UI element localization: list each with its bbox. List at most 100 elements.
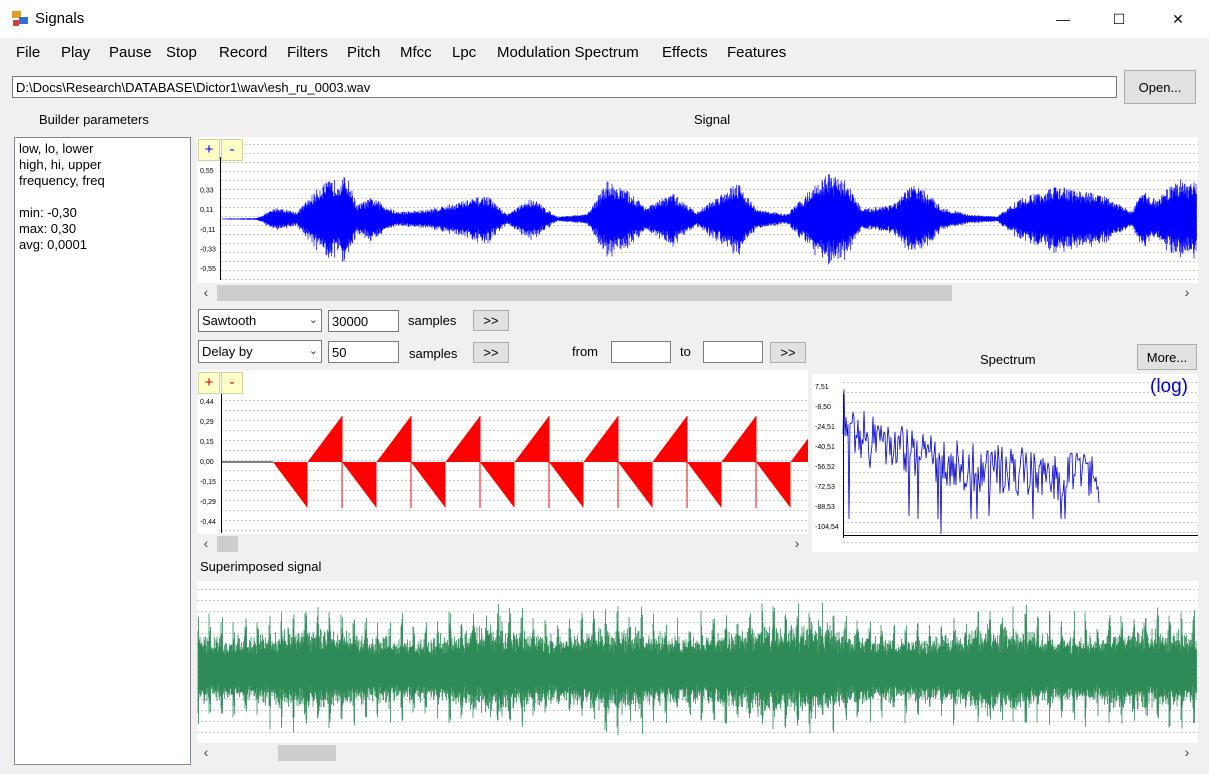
menu-filters[interactable]: Filters bbox=[287, 44, 328, 61]
y-tick-label: 0,00 bbox=[200, 459, 214, 466]
scroll-right-icon[interactable]: › bbox=[794, 535, 800, 551]
menu-file[interactable]: File bbox=[16, 44, 41, 61]
menu-features[interactable]: Features bbox=[727, 44, 787, 61]
superimposed-heading: Superimposed signal bbox=[200, 559, 322, 574]
signal-plot[interactable]: 0,55 0,33 0,11 -0,11 -0,33 -0,55 + - bbox=[197, 137, 1198, 283]
builder-heading: Builder parameters bbox=[39, 112, 149, 127]
signal-zoom-in-button[interactable]: + bbox=[198, 139, 220, 161]
scroll-left-icon[interactable]: ‹ bbox=[203, 744, 209, 760]
generated-scroll-thumb[interactable] bbox=[217, 536, 238, 552]
delay-input[interactable] bbox=[328, 341, 399, 363]
signal-scrollbar[interactable]: ‹ › bbox=[197, 283, 1198, 301]
sawtooth-negative bbox=[342, 462, 377, 508]
more-button[interactable]: More... bbox=[1137, 344, 1197, 370]
samples-input[interactable] bbox=[328, 310, 399, 332]
sawtooth-negative bbox=[480, 462, 515, 508]
menu-pitch[interactable]: Pitch bbox=[347, 44, 381, 61]
y-tick-label: 0,11 bbox=[200, 207, 213, 214]
sawtooth-positive bbox=[721, 416, 756, 462]
sawtooth-positive bbox=[652, 416, 687, 462]
y-tick-label: -0,29 bbox=[200, 499, 216, 506]
delay-apply-button[interactable]: >> bbox=[473, 342, 509, 363]
sawtooth-positive bbox=[307, 416, 342, 462]
menu-bar: File Play Pause Stop Record Filters Pitc… bbox=[0, 38, 1209, 67]
signal-waveform: 0,55 0,33 0,11 -0,11 -0,33 -0,55 bbox=[200, 144, 1198, 280]
scroll-left-icon[interactable]: ‹ bbox=[203, 284, 209, 300]
sawtooth-positive bbox=[376, 416, 411, 462]
signal-heading: Signal bbox=[694, 112, 731, 127]
generated-zoom-in-button[interactable]: + bbox=[198, 372, 220, 394]
y-tick-label: -8,50 bbox=[815, 404, 831, 411]
delay-select[interactable]: Delay by ⌄ bbox=[198, 340, 322, 363]
scroll-right-icon[interactable]: › bbox=[1184, 744, 1190, 760]
superimposed-trace bbox=[197, 602, 1197, 736]
sawtooth-positive bbox=[514, 416, 549, 462]
chevron-down-icon: ⌄ bbox=[308, 314, 318, 326]
builder-line: frequency, freq bbox=[19, 173, 105, 188]
sawtooth-negative bbox=[687, 462, 722, 508]
signal-trace bbox=[221, 174, 1197, 265]
sawtooth-negative bbox=[618, 462, 653, 508]
superimposed-waveform bbox=[197, 589, 1198, 736]
y-tick-label: -0,15 bbox=[200, 479, 216, 486]
builder-line bbox=[19, 189, 186, 205]
generated-waveform: 0,44 0,29 0,15 0,00 -0,15 -0,29 -0,44 bbox=[200, 390, 808, 533]
y-tick-label: -0,11 bbox=[200, 227, 216, 234]
sawtooth-positive bbox=[583, 416, 618, 462]
title-bar: Signals — ☐ ✕ bbox=[0, 0, 1209, 38]
y-tick-label: 0,15 bbox=[200, 439, 214, 446]
delay-samples-label: samples bbox=[409, 346, 458, 361]
menu-pause[interactable]: Pause bbox=[109, 44, 152, 61]
y-tick-label: 0,29 bbox=[200, 419, 214, 426]
menu-mfcc[interactable]: Mfcc bbox=[400, 44, 432, 61]
menu-modulation-spectrum[interactable]: Modulation Spectrum bbox=[497, 44, 639, 61]
to-label: to bbox=[680, 344, 691, 359]
y-tick-label: -56,52 bbox=[815, 464, 835, 471]
superimposed-scroll-thumb[interactable] bbox=[278, 745, 336, 761]
waveform-select[interactable]: Sawtooth ⌄ bbox=[198, 309, 322, 332]
generated-signal-plot[interactable]: 0,44 0,29 0,15 0,00 -0,15 -0,29 -0,44 + - bbox=[197, 370, 808, 534]
to-input[interactable] bbox=[703, 341, 763, 363]
log-scale-label: (log) bbox=[1150, 376, 1189, 397]
sawtooth-positive bbox=[790, 438, 808, 462]
superimposed-plot[interactable] bbox=[197, 581, 1198, 743]
y-tick-label: 7,51 bbox=[815, 384, 829, 391]
maximize-button[interactable]: ☐ bbox=[1112, 11, 1126, 27]
builder-parameters-box[interactable]: low, lo, lower high, hi, upper frequency… bbox=[14, 137, 191, 765]
y-tick-label: -72,53 bbox=[815, 484, 835, 491]
menu-lpc[interactable]: Lpc bbox=[452, 44, 477, 61]
y-tick-label: -0,44 bbox=[200, 519, 216, 526]
app-icon bbox=[12, 11, 28, 26]
from-input[interactable] bbox=[611, 341, 671, 363]
menu-play[interactable]: Play bbox=[61, 44, 91, 61]
scroll-left-icon[interactable]: ‹ bbox=[203, 535, 209, 551]
signal-zoom-out-button[interactable]: - bbox=[221, 139, 243, 161]
superimposed-scrollbar[interactable]: ‹ › bbox=[197, 743, 1198, 761]
generate-apply-button[interactable]: >> bbox=[473, 310, 509, 331]
generated-zoom-out-button[interactable]: - bbox=[221, 372, 243, 394]
open-button[interactable]: Open... bbox=[1124, 70, 1196, 104]
menu-record[interactable]: Record bbox=[219, 44, 268, 61]
minimize-button[interactable]: — bbox=[1056, 11, 1070, 27]
menu-stop[interactable]: Stop bbox=[166, 44, 197, 61]
y-tick-label: 0,55 bbox=[200, 168, 214, 175]
range-apply-button[interactable]: >> bbox=[770, 342, 806, 363]
scroll-right-icon[interactable]: › bbox=[1184, 284, 1190, 300]
file-path-input[interactable] bbox=[12, 76, 1117, 98]
y-tick-label: -104,54 bbox=[815, 524, 839, 531]
builder-line-min: min: -0,30 bbox=[19, 205, 77, 220]
builder-line-avg: avg: 0,0001 bbox=[19, 237, 87, 252]
builder-line: low, lo, lower bbox=[19, 141, 94, 156]
menu-effects[interactable]: Effects bbox=[662, 44, 708, 61]
builder-line: high, hi, upper bbox=[19, 157, 102, 172]
waveform-select-value: Sawtooth bbox=[202, 313, 257, 328]
close-button[interactable]: ✕ bbox=[1172, 11, 1184, 27]
y-tick-label: 0,33 bbox=[200, 188, 214, 195]
generated-scrollbar[interactable]: ‹ › bbox=[197, 534, 808, 552]
sawtooth-negative bbox=[756, 462, 791, 508]
sawtooth-positive bbox=[445, 416, 480, 462]
signal-scroll-thumb[interactable] bbox=[217, 285, 952, 301]
sawtooth-negative bbox=[411, 462, 446, 508]
spectrum-plot[interactable]: 7,51 -8,50 -24,51 -40,51 -56,52 -72,53 -88,53 -… bbox=[812, 374, 1198, 552]
from-label: from bbox=[572, 344, 598, 359]
